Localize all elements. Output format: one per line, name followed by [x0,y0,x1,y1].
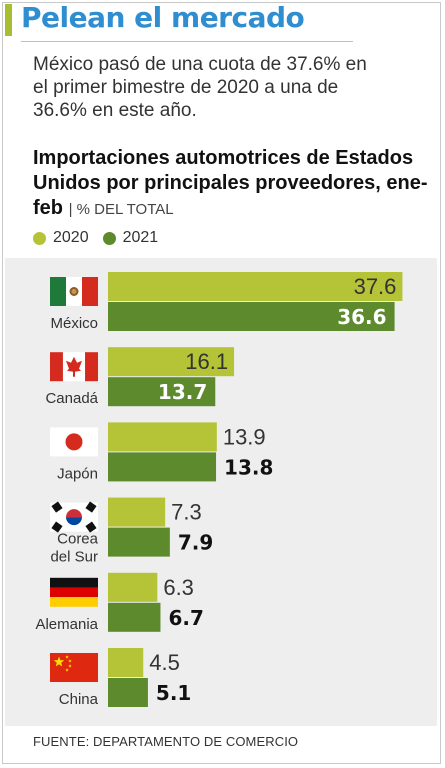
category-label-4: Alemania [35,616,98,633]
bar-2021-2 [108,452,217,482]
category-label-3-1: del Sur [50,549,98,566]
source-note: FUENTE: DEPARTAMENTO DE COMERCIO [33,734,299,749]
china-flag-icon [50,653,98,682]
chart-background-panel [5,258,437,726]
legend-item-2020: 2020 [33,229,89,247]
bar-2020-3 [108,497,166,527]
value-label-2021-3: 7.9 [178,531,213,555]
legend-swatch-2020 [33,231,46,245]
category-label-5: China [59,691,99,708]
value-label-2021-0: 36.6 [337,305,386,329]
legend-label-2021: 2021 [122,229,159,246]
bar-2020-2 [108,422,217,452]
value-label-2021-4: 6.7 [168,606,203,630]
legend-label-2020: 2020 [53,229,89,246]
category-label-1: Canadá [45,390,98,407]
page-title: Pelean el mercado [21,1,305,34]
chart-unit: | % DEL TOTAL [68,201,174,218]
value-label-2021-5: 5.1 [156,681,191,705]
value-label-2020-1: 16.1 [185,349,228,374]
bar-2020-5 [108,648,144,677]
title-accent-bar [5,4,12,36]
title-divider [21,41,353,42]
chart-title-text: Importaciones automotrices de Estados Un… [33,147,428,219]
value-label-2020-2: 13.9 [223,424,266,449]
category-label-2: Japón [57,465,98,482]
germany-flag-icon [50,577,98,607]
japan-flag-icon [50,427,98,457]
value-label-2020-5: 4.5 [149,650,180,675]
infographic-frame [2,2,441,764]
value-label-2020-3: 7.3 [171,500,202,525]
value-label-2020-4: 6.3 [163,575,194,600]
category-label-3-0: Corea [57,531,99,548]
south-korea-flag-icon [50,501,98,533]
bar-2021-0 [108,302,395,331]
category-label-0: México [50,315,98,332]
bar-2020-4 [108,572,158,602]
bar-2021-3 [108,527,170,557]
value-label-2021-1: 13.7 [158,380,207,404]
bar-2020-1 [108,347,235,377]
chart-title: Importaciones automotrices de Estados Un… [33,146,433,222]
bar-2021-4 [108,602,161,632]
legend: 2020 2021 [33,229,172,247]
subtitle: México pasó de una cuota de 37.6% en el … [33,54,367,121]
legend-swatch-2021 [102,231,116,245]
bar-2021-5 [108,678,148,707]
value-label-2020-0: 37.6 [354,274,397,299]
bar-2020-0 [108,272,403,301]
canada-flag-icon [50,352,98,382]
bar-2021-1 [108,377,216,407]
value-label-2021-2: 13.8 [224,455,273,479]
legend-item-2021: 2021 [102,229,159,247]
mexico-flag-icon [50,277,98,306]
